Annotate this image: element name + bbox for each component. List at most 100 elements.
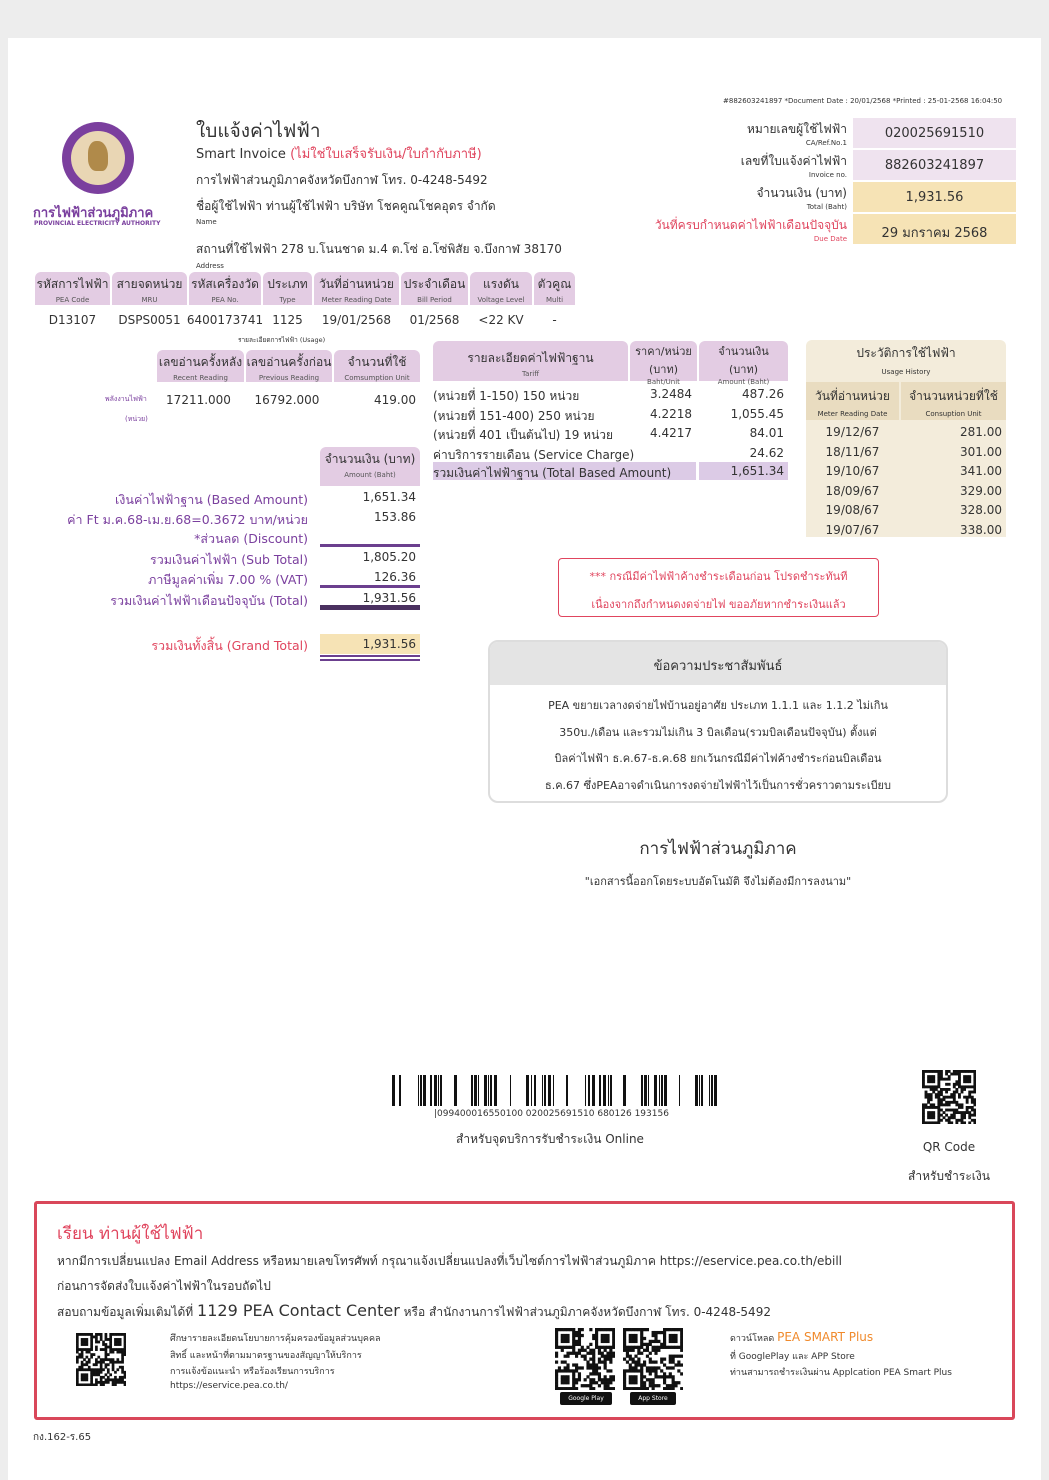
barcode-bar bbox=[641, 1075, 643, 1106]
history-col-date: วันที่อ่านหน่วย Meter Reading Date bbox=[806, 382, 899, 420]
history-title-en: Usage History bbox=[881, 368, 931, 376]
notice-line-1: หากมีการเปลี่ยนแปลง Email Address หรือหม… bbox=[57, 1254, 843, 1268]
privacy-qr-code bbox=[76, 1333, 126, 1386]
summary-label: หมายเลขผู้ใช้ไฟฟ้า bbox=[746, 122, 847, 136]
pr-title: ข้อความประชาสัมพันธ์ bbox=[490, 642, 946, 685]
barcode-bar bbox=[711, 1075, 713, 1106]
customer-name-label: Name bbox=[196, 218, 217, 226]
payment-qr-code bbox=[922, 1070, 976, 1124]
summary-sublabel: Due Date bbox=[813, 235, 847, 243]
pr-line: บิลค่าไฟฟ้า ธ.ค.67-ธ.ค.68 ยกเว้นกรณีมีค่… bbox=[554, 752, 882, 765]
pr-box: ข้อความประชาสัมพันธ์ bbox=[488, 640, 948, 803]
tariff-amount: 1,055.45 bbox=[730, 406, 784, 421]
info-value: DSPS0051 bbox=[118, 313, 181, 327]
notice-line-3: สอบถามข้อมูลเพิ่มเติมได้ที่ 1129 PEA Con… bbox=[57, 1301, 771, 1320]
subtitle-note: (ไม่ใช่ใบเสร็จรับเงิน/ใบกำกับภาษี) bbox=[290, 147, 482, 162]
logo-name-th: การไฟฟ้าส่วนภูมิภาค bbox=[33, 206, 154, 221]
barcode-bar bbox=[659, 1075, 660, 1106]
info-value: 19/01/2568 bbox=[321, 313, 392, 327]
barcode-bar bbox=[434, 1075, 437, 1106]
logo-name-en: PROVINCIAL ELECTRICITY AUTHORITY bbox=[34, 220, 161, 227]
barcode-bar bbox=[420, 1075, 422, 1106]
google-play-badge[interactable]: Google Play bbox=[560, 1392, 612, 1405]
history-units: 301.00 bbox=[960, 444, 1002, 459]
barcode-bar bbox=[430, 1075, 432, 1106]
pea-logo bbox=[62, 122, 134, 194]
info-value: 01/2568 bbox=[409, 313, 460, 327]
barcode-bar bbox=[526, 1075, 529, 1106]
barcode-bar bbox=[488, 1075, 489, 1106]
barcode-bar bbox=[392, 1075, 395, 1106]
barcode-bar bbox=[608, 1075, 609, 1106]
privacy-line: ศึกษารายละเอียดนโยบายการคุ้มครองข้อมูลส่… bbox=[170, 1334, 381, 1344]
barcode-bar bbox=[418, 1075, 419, 1106]
address-label: Address bbox=[196, 262, 224, 270]
amount-label: ค่า Ft ม.ค.68-เม.ย.68=0.3672 บาท/หน่วย bbox=[67, 512, 308, 527]
info-value: 1125 bbox=[272, 313, 303, 327]
barcode-bar bbox=[531, 1075, 532, 1106]
amount-label: *ส่วนลด (Discount) bbox=[194, 531, 308, 546]
tariff-header-rate: ราคา/หน่วย (บาท) Baht/Unit bbox=[630, 341, 697, 386]
barcode-bar bbox=[494, 1075, 497, 1106]
barcode-bar bbox=[701, 1075, 703, 1106]
history-date: 19/12/67 bbox=[825, 425, 880, 439]
info-value: D13107 bbox=[48, 313, 97, 327]
barcode-bar bbox=[585, 1075, 586, 1106]
notice-line-2: ก่อนการจัดส่งใบแจ้งค่าไฟฟ้าในรอบถัดไป bbox=[57, 1279, 271, 1293]
barcode-bar bbox=[679, 1075, 680, 1106]
app-name: PEA SMART Plus bbox=[777, 1330, 874, 1344]
grand-total-value: 1,931.56 bbox=[320, 634, 420, 654]
summary-label: วันที่ครบกำหนดค่าไฟฟ้าเดือนปัจจุบัน bbox=[654, 218, 847, 232]
barcode-bar bbox=[603, 1075, 606, 1106]
history-title: ประวัติการใช้ไฟฟ้า bbox=[856, 346, 956, 360]
info-header: รหัสเครื่องวัด PEA No. bbox=[189, 272, 261, 305]
usage-caption: รายละเอียดการไฟฟ้า (Usage) bbox=[238, 336, 326, 344]
barcode-bar bbox=[592, 1075, 595, 1106]
info-header: ตัวคูณ Multi bbox=[534, 272, 575, 305]
form-code: กง.162-ร.65 bbox=[33, 1432, 92, 1443]
summary-value: 29 มกราคม 2568 bbox=[853, 214, 1016, 244]
barcode-bar bbox=[440, 1075, 442, 1106]
warning-line-1: *** กรณีมีค่าไฟฟ้าค้างชำระเดือนก่อน โปรด… bbox=[589, 570, 848, 583]
usage-header: จำนวนที่ใช้ Comsumption Unit bbox=[334, 350, 420, 382]
barcode-bar bbox=[699, 1075, 700, 1106]
overdue-warning bbox=[558, 558, 879, 617]
amount-value: 1,805.20 bbox=[362, 550, 416, 564]
barcode-bar bbox=[490, 1075, 492, 1106]
summary-sublabel: CA/Ref.No.1 bbox=[805, 139, 847, 147]
barcode-bar bbox=[648, 1075, 649, 1106]
history-date: 18/09/67 bbox=[825, 483, 880, 498]
pr-line: 350บ./เดือน และรวมไม่เกิน 3 บิลเดือน(รวม… bbox=[559, 725, 877, 739]
barcode-bar bbox=[544, 1075, 546, 1106]
summary-label: จำนวนเงิน (บาท) bbox=[756, 186, 847, 200]
payment-barcode bbox=[392, 1075, 717, 1106]
barcode-bar bbox=[478, 1075, 479, 1106]
tariff-header-amount: จำนวนเงิน (บาท) Amount (Baht) bbox=[699, 341, 788, 386]
contact-center: 1129 PEA Contact Center bbox=[197, 1301, 400, 1320]
info-header: ประจำเดือน Bill Period bbox=[401, 272, 468, 305]
history-units: 328.00 bbox=[960, 503, 1002, 517]
tariff-desc: (หน่วยที่ 1-150) 150 หน่วย bbox=[433, 389, 580, 403]
usage-value: 17211.000 bbox=[166, 393, 231, 407]
barcode-number: |099400016550100 020025691510 680126 193… bbox=[434, 1109, 669, 1119]
history-units: 341.00 bbox=[960, 464, 1002, 478]
tariff-amount: 84.01 bbox=[749, 426, 784, 440]
app-store-badge[interactable]: App Store bbox=[630, 1392, 676, 1405]
amount-label: ภาษีมูลค่าเพิ่ม 7.00 % (VAT) bbox=[148, 572, 308, 587]
barcode-bar bbox=[610, 1075, 612, 1106]
barcode-bar bbox=[599, 1075, 601, 1106]
pr-line: PEA ขยายเวลางดจ่ายไฟบ้านอยู่อาศัย ประเภท… bbox=[548, 699, 888, 712]
info-header: รหัสการไฟฟ้า PEA Code bbox=[35, 272, 110, 305]
summary-value: 882603241897 bbox=[853, 150, 1016, 180]
address: สถานที่ใช้ไฟฟ้า 278 บ.โนนชาด ม.4 ต.โซ่ อ… bbox=[196, 242, 562, 256]
barcode-bar bbox=[510, 1075, 511, 1106]
history-col-units: จำนวนหน่วยที่ใช้ Consuption Unit bbox=[901, 382, 1006, 420]
usage-row-label: พลังงานไฟฟ้า bbox=[105, 395, 147, 403]
amount-label: รวมเงินค่าไฟฟ้า (Sub Total) bbox=[150, 552, 308, 567]
barcode-bar bbox=[553, 1075, 554, 1106]
barcode-bar bbox=[644, 1075, 647, 1106]
pr-line: ธ.ค.67 ซึ่งPEAอาจดำเนินการงดจ่ายไฟฟ้าไว้… bbox=[544, 778, 891, 792]
barcode-bar bbox=[566, 1075, 568, 1106]
barcode-bar bbox=[474, 1075, 477, 1106]
barcode-bar bbox=[471, 1075, 473, 1106]
